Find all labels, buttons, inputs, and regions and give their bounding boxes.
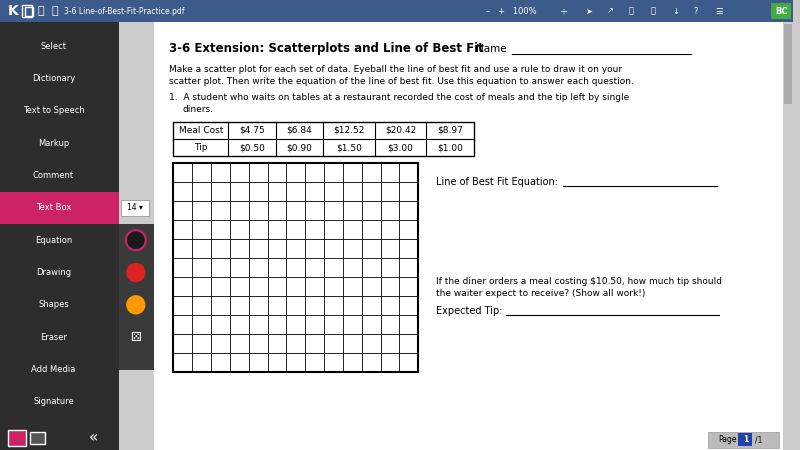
Text: Markup: Markup — [38, 139, 69, 148]
Text: ⎙: ⎙ — [650, 6, 655, 15]
Text: $0.50: $0.50 — [239, 143, 265, 152]
Text: $6.84: $6.84 — [286, 126, 312, 135]
Text: ☰: ☰ — [716, 6, 723, 15]
Text: 1.  A student who waits on tables at a restaurant recorded the cost of meals and: 1. A student who waits on tables at a re… — [169, 93, 629, 102]
Circle shape — [127, 231, 145, 249]
Text: Tip: Tip — [194, 143, 207, 152]
Text: Page: Page — [718, 436, 737, 445]
Text: –   +   100%: – + 100% — [486, 6, 536, 15]
Text: Text Box: Text Box — [36, 203, 71, 212]
Circle shape — [127, 296, 145, 314]
Text: 14 ▾: 14 ▾ — [127, 203, 142, 212]
Text: ⌕: ⌕ — [38, 6, 44, 16]
Text: ➤: ➤ — [585, 6, 592, 15]
Bar — [25, 7, 33, 16]
Bar — [784, 24, 792, 104]
Bar — [738, 433, 752, 446]
Text: Meal Cost: Meal Cost — [178, 126, 223, 135]
Text: scatter plot. Then write the equation of the line of best fit. Use this equation: scatter plot. Then write the equation of… — [169, 77, 634, 86]
Text: 3-6 Line-of-Best-Fit-Practice.pdf: 3-6 Line-of-Best-Fit-Practice.pdf — [65, 6, 185, 15]
Text: ⎙: ⎙ — [629, 6, 634, 15]
Text: Dictionary: Dictionary — [32, 74, 75, 83]
Text: Add Media: Add Media — [31, 365, 76, 374]
Text: Name: Name — [476, 44, 506, 54]
Text: Shapes: Shapes — [38, 300, 69, 309]
Bar — [708, 432, 779, 448]
Bar — [30, 432, 45, 444]
Text: Signature: Signature — [33, 397, 74, 406]
Text: «: « — [90, 431, 98, 446]
Bar — [154, 22, 783, 450]
Text: Expected Tip:: Expected Tip: — [436, 306, 502, 316]
Text: $20.42: $20.42 — [385, 126, 416, 135]
Text: Select: Select — [41, 42, 66, 51]
Circle shape — [127, 264, 145, 282]
Text: ?: ? — [694, 6, 698, 15]
Bar — [174, 163, 418, 372]
Text: diners.: diners. — [182, 105, 214, 114]
Text: BC: BC — [775, 6, 787, 15]
Bar — [174, 122, 474, 156]
Bar — [0, 192, 119, 224]
Bar — [0, 22, 119, 450]
Text: $1.00: $1.00 — [437, 143, 463, 152]
Bar — [783, 22, 793, 450]
Text: $0.90: $0.90 — [286, 143, 312, 152]
Bar — [119, 224, 154, 369]
Bar — [121, 200, 149, 216]
Text: Comment: Comment — [33, 171, 74, 180]
Text: the waiter expect to receive? (Show all work!): the waiter expect to receive? (Show all … — [436, 289, 646, 298]
Text: 3-6 Extension: Scatterplots and Line of Best Fit: 3-6 Extension: Scatterplots and Line of … — [169, 42, 483, 55]
Text: $8.97: $8.97 — [437, 126, 463, 135]
Text: Eraser: Eraser — [40, 333, 67, 342]
Bar — [8, 430, 26, 446]
Text: Make a scatter plot for each set of data. Eyeball the line of best fit and use a: Make a scatter plot for each set of data… — [169, 65, 622, 74]
Text: ↓: ↓ — [672, 6, 679, 15]
Text: Line of Best Fit Equation:: Line of Best Fit Equation: — [436, 177, 558, 187]
Text: ÷: ÷ — [560, 6, 568, 16]
Text: ⎙: ⎙ — [51, 6, 58, 16]
Text: Drawing: Drawing — [36, 268, 71, 277]
Text: ⚄: ⚄ — [130, 331, 142, 344]
Text: If the diner orders a meal costing $10.50, how much tip should: If the diner orders a meal costing $10.5… — [436, 277, 722, 286]
Text: Equation: Equation — [35, 236, 72, 245]
Text: ↗: ↗ — [606, 6, 614, 15]
Text: $4.75: $4.75 — [239, 126, 265, 135]
Text: $3.00: $3.00 — [387, 143, 414, 152]
Bar — [0, 0, 793, 22]
Text: /1: /1 — [755, 436, 762, 445]
Text: $1.50: $1.50 — [336, 143, 362, 152]
Bar — [22, 5, 32, 17]
Bar — [771, 3, 791, 19]
Text: 1: 1 — [742, 436, 748, 445]
Text: K: K — [8, 4, 18, 18]
Text: Text to Speech: Text to Speech — [22, 106, 85, 115]
Text: $12.52: $12.52 — [334, 126, 365, 135]
